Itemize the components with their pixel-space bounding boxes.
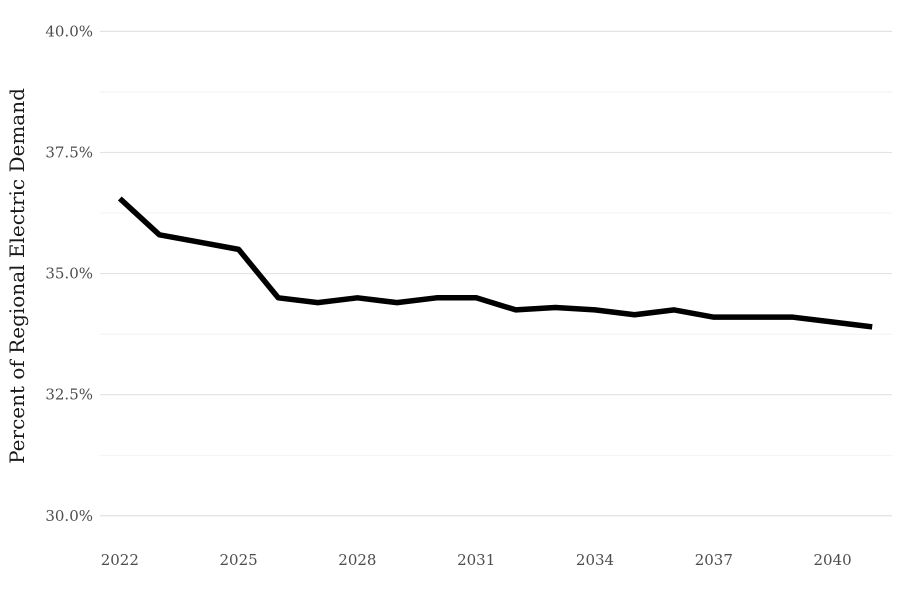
x-tick-label: 2040 bbox=[814, 551, 852, 569]
x-tick-label: 2025 bbox=[220, 551, 258, 569]
series-group bbox=[117, 196, 873, 330]
x-tick-label: 2037 bbox=[695, 551, 733, 569]
x-tick-label: 2031 bbox=[457, 551, 495, 569]
y-tick-label: 30.0% bbox=[45, 507, 93, 525]
series-line bbox=[117, 196, 873, 330]
x-tick-label: 2034 bbox=[576, 551, 614, 569]
major-gridlines bbox=[100, 30, 892, 517]
y-tick-label: 37.5% bbox=[45, 143, 93, 161]
y-tick-label: 32.5% bbox=[45, 386, 93, 404]
y-tick-label: 35.0% bbox=[45, 265, 93, 283]
x-tick-label: 2022 bbox=[101, 551, 139, 569]
y-axis-tick-labels: 30.0% 32.5% 35.0% 37.5% 40.0% bbox=[45, 22, 93, 524]
minor-gridlines bbox=[100, 91, 892, 456]
y-axis-title: Percent of Regional Electric Demand bbox=[5, 88, 29, 464]
x-tick-label: 2028 bbox=[338, 551, 376, 569]
y-tick-label: 40.0% bbox=[45, 22, 93, 40]
x-axis-tick-labels: 2022 2025 2028 2031 2034 2037 2040 bbox=[101, 551, 852, 569]
